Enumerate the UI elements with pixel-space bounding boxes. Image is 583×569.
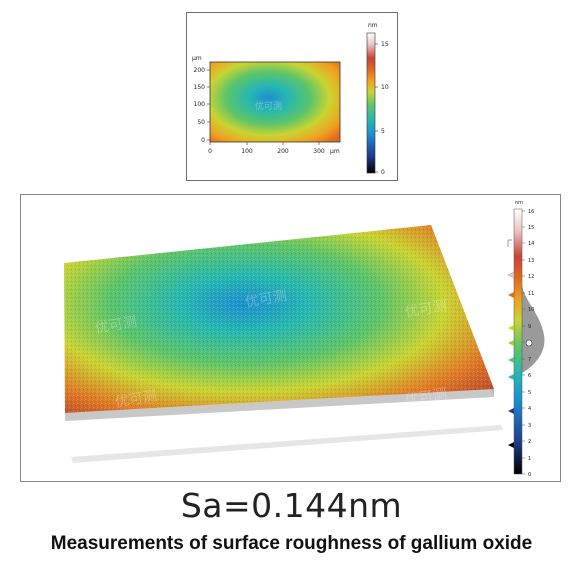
watermark-3d: 优可测 (94, 314, 138, 337)
colorbar-tick: 10 (381, 84, 389, 91)
colorbar-3d-tick: 3 (528, 423, 531, 429)
colorbar-3d-unit: nm (515, 200, 523, 206)
x-axis-unit: µm (330, 148, 340, 155)
colorbar-3d-tick: 12 (528, 274, 534, 280)
colorbar-3d-tick: 7 (528, 357, 531, 363)
marker-triangle-icon (508, 442, 514, 448)
colorbar-3d-tick: 0 (528, 472, 531, 478)
y-axis-unit: µm (192, 55, 202, 62)
figure-caption: Measurements of surface roughness of gal… (50, 533, 533, 554)
colorbar-3d-tick: 11 (528, 291, 534, 297)
surface-3d-svg: 优可测 优可测 优可测 优可测 优可测 nm 0 (64, 200, 545, 478)
watermark-3d: 优可测 (404, 298, 448, 321)
x-tick: 200 (277, 148, 289, 155)
x-tick: 100 (241, 148, 253, 155)
colorbar-3d-tick: 14 (528, 241, 534, 247)
marker-triangle-icon (508, 292, 514, 298)
floor-shadow (71, 425, 503, 463)
height-map-image (209, 61, 341, 143)
colorbar-3d-tick: 4 (528, 406, 531, 412)
surface-side-front (65, 389, 494, 421)
surface-3d-panel: 优可测 优可测 优可测 优可测 优可测 nm 0 (20, 194, 561, 482)
marker-triangle-icon (507, 271, 515, 279)
marker-triangle-icon (508, 357, 514, 363)
colorbar-2d (366, 32, 376, 174)
marker-triangle-icon (508, 374, 514, 380)
y-tick: 150 (194, 84, 206, 91)
height-map-2d-svg: µm 优可测 0 50 100 150 200 0 100 200 300 µm (192, 22, 389, 176)
marker-triangle-icon (508, 325, 514, 331)
sa-value: Sa=0.144nm (180, 486, 403, 525)
x-tick: 0 (208, 148, 212, 155)
colorbar-tick: 5 (381, 128, 385, 135)
colorbar-3d-tick: 5 (528, 390, 531, 396)
colorbar-3d-tick: 10 (528, 307, 534, 313)
watermark-3d: 优可测 (244, 288, 288, 311)
y-tick: 50 (197, 119, 205, 126)
colorbar-3d-tick: 2 (528, 439, 531, 445)
surface-texture (64, 225, 494, 413)
surface-side-left (64, 263, 65, 421)
y-tick: 100 (194, 101, 206, 108)
x-tick: 300 (313, 148, 325, 155)
watermark-2d: 优可测 (255, 100, 282, 112)
marker-circle-icon (525, 339, 533, 347)
y-tick: 0 (201, 137, 205, 144)
colorbar-3d-tick: 9 (528, 324, 531, 330)
marker-triangle-icon (508, 340, 514, 346)
colorbar-3d-tick: 1 (528, 456, 531, 462)
watermark-3d: 优可测 (114, 388, 158, 411)
colorbar-3d (513, 208, 523, 475)
colorbar-tick: 0 (381, 169, 385, 176)
colorbar-unit: nm (368, 22, 378, 29)
colorbar-3d-tick: 15 (528, 225, 534, 231)
height-histogram (522, 285, 545, 373)
marker-triangle-icon (508, 408, 514, 414)
colorbar-3d-tick: 13 (528, 258, 534, 264)
colorbar-3d-tick: 6 (528, 373, 531, 379)
colorbar-3d-tick: 16 (528, 209, 534, 215)
watermark-3d: 优可测 (404, 386, 448, 409)
height-map-2d-panel: µm 优可测 0 50 100 150 200 0 100 200 300 µm (186, 12, 398, 181)
colorbar-tick: 15 (381, 41, 389, 48)
y-tick: 200 (194, 67, 206, 74)
